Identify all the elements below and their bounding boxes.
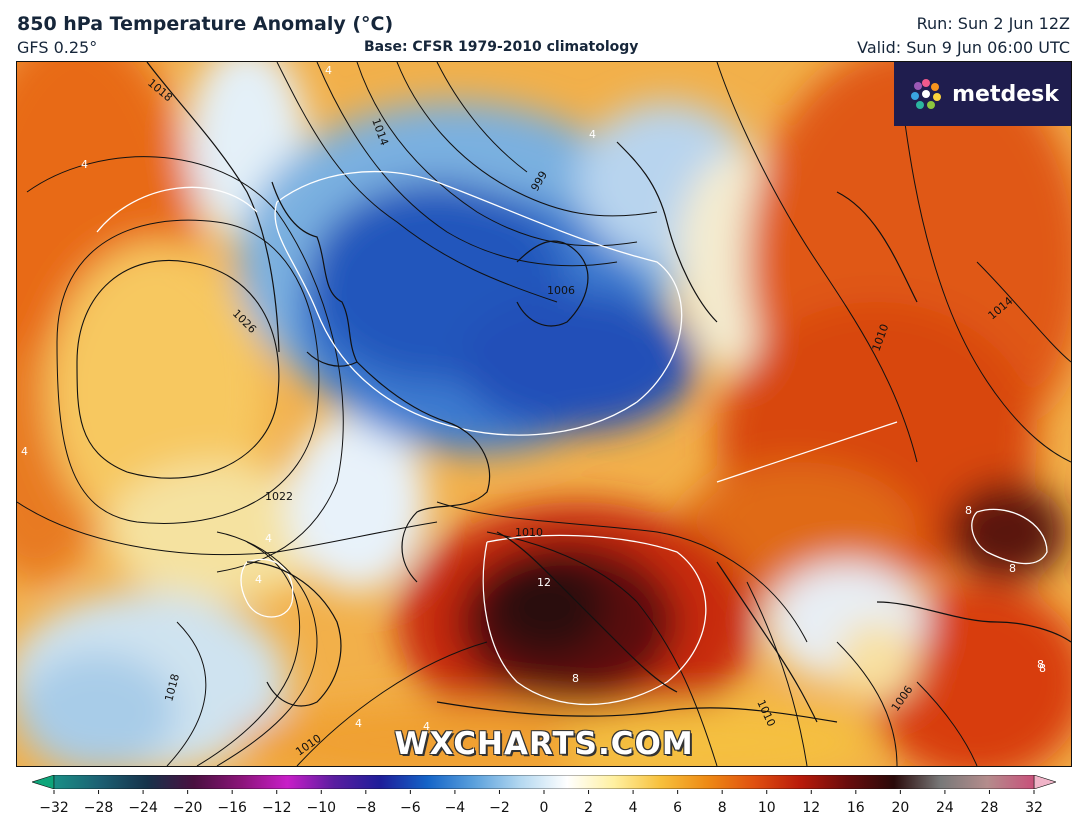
chart-title: 850 hPa Temperature Anomaly (°C) [17, 13, 394, 35]
colorbar-tick-label: −24 [128, 800, 158, 816]
run-time: Run: Sun 2 Jun 12Z [916, 14, 1070, 33]
anomaly-map[interactable]: 1018 1014 999 1006 1026 1022 1010 1010 1… [16, 61, 1072, 767]
coastlines [246, 141, 1071, 723]
isobar-label: 1010 [515, 526, 543, 539]
anomaly-label: 4 [255, 573, 262, 586]
colorbar-tick-label: −32 [39, 800, 69, 816]
colorbar-arrow-low [32, 775, 55, 789]
colorbar-tick-label: 32 [1025, 800, 1043, 816]
anomaly-label: 8 [1009, 562, 1016, 575]
colorbar-tick-label: 20 [891, 800, 909, 816]
anomaly-label: 4 [355, 717, 362, 730]
colorbar-tick-label: −6 [400, 800, 421, 816]
anomaly-label: 8 [1039, 662, 1046, 675]
isobar-label: 1022 [265, 490, 293, 503]
colorbar-tick-label: 24 [936, 800, 954, 816]
metdesk-logo: metdesk [894, 62, 1071, 126]
anomaly-label: 8 [965, 504, 972, 517]
colorbar-body [53, 775, 1035, 789]
anomaly-contours [96, 170, 1048, 706]
colorbar-arrow-high [1033, 775, 1056, 789]
colorbar [32, 775, 1056, 789]
colorbar-tick-label: 2 [584, 800, 593, 816]
isobar-label: 1006 [547, 284, 575, 297]
isobars [17, 62, 1071, 766]
colorbar-tick-label: 10 [758, 800, 776, 816]
colorbar-tick-label: 12 [802, 800, 820, 816]
colorbar-tick-label: 6 [673, 800, 682, 816]
watermark: WXCHARTS.COM [394, 726, 694, 762]
colorbar-tick-label: −16 [217, 800, 247, 816]
map-canvas: 1018 1014 999 1006 1026 1022 1010 1010 1… [17, 62, 1071, 766]
anomaly-field [17, 62, 1071, 766]
colorbar-tick-label: 4 [629, 800, 638, 816]
colorbar-tick-label: 28 [981, 800, 999, 816]
colorbar-tick-label: 8 [718, 800, 727, 816]
flower-logo-icon [911, 79, 942, 109]
logo-text: metdesk [952, 81, 1059, 107]
colorbar-tick-label: 16 [847, 800, 865, 816]
anomaly-labels: 4 4 4 4 4 4 4 8 8 8 12 4 8 8 [21, 64, 1046, 733]
anomaly-label: 4 [589, 128, 596, 141]
colorbar-tick-label: −10 [306, 800, 336, 816]
anomaly-label: 4 [21, 445, 28, 458]
colorbar-tick-label: −20 [173, 800, 203, 816]
model-name: GFS 0.25° [17, 38, 98, 57]
anomaly-label: 4 [81, 158, 88, 171]
anomaly-label: 8 [1037, 658, 1044, 671]
colorbar-tick-label: −4 [445, 800, 466, 816]
anomaly-label: 4 [325, 64, 332, 77]
valid-time: Valid: Sun 9 Jun 06:00 UTC [857, 38, 1070, 57]
colorbar-tick-label: −2 [489, 800, 510, 816]
anomaly-label: 4 [265, 532, 272, 545]
anomaly-label: 4 [423, 720, 430, 733]
climatology-base: Base: CFSR 1979-2010 climatology [364, 39, 639, 55]
colorbar-tick-label: −8 [355, 800, 376, 816]
colorbar-ticks: −32 −28 −24 −20 −16 −12 −10 −8 −6 −4 −2 0 2 4 6 8 10 12 16… [39, 790, 1043, 816]
anomaly-label: 8 [572, 672, 579, 685]
colorbar-tick-label: −12 [262, 800, 292, 816]
colorbar-tick-label: 0 [540, 800, 549, 816]
anomaly-label: 12 [537, 576, 551, 589]
colorbar-tick-label: −28 [84, 800, 114, 816]
